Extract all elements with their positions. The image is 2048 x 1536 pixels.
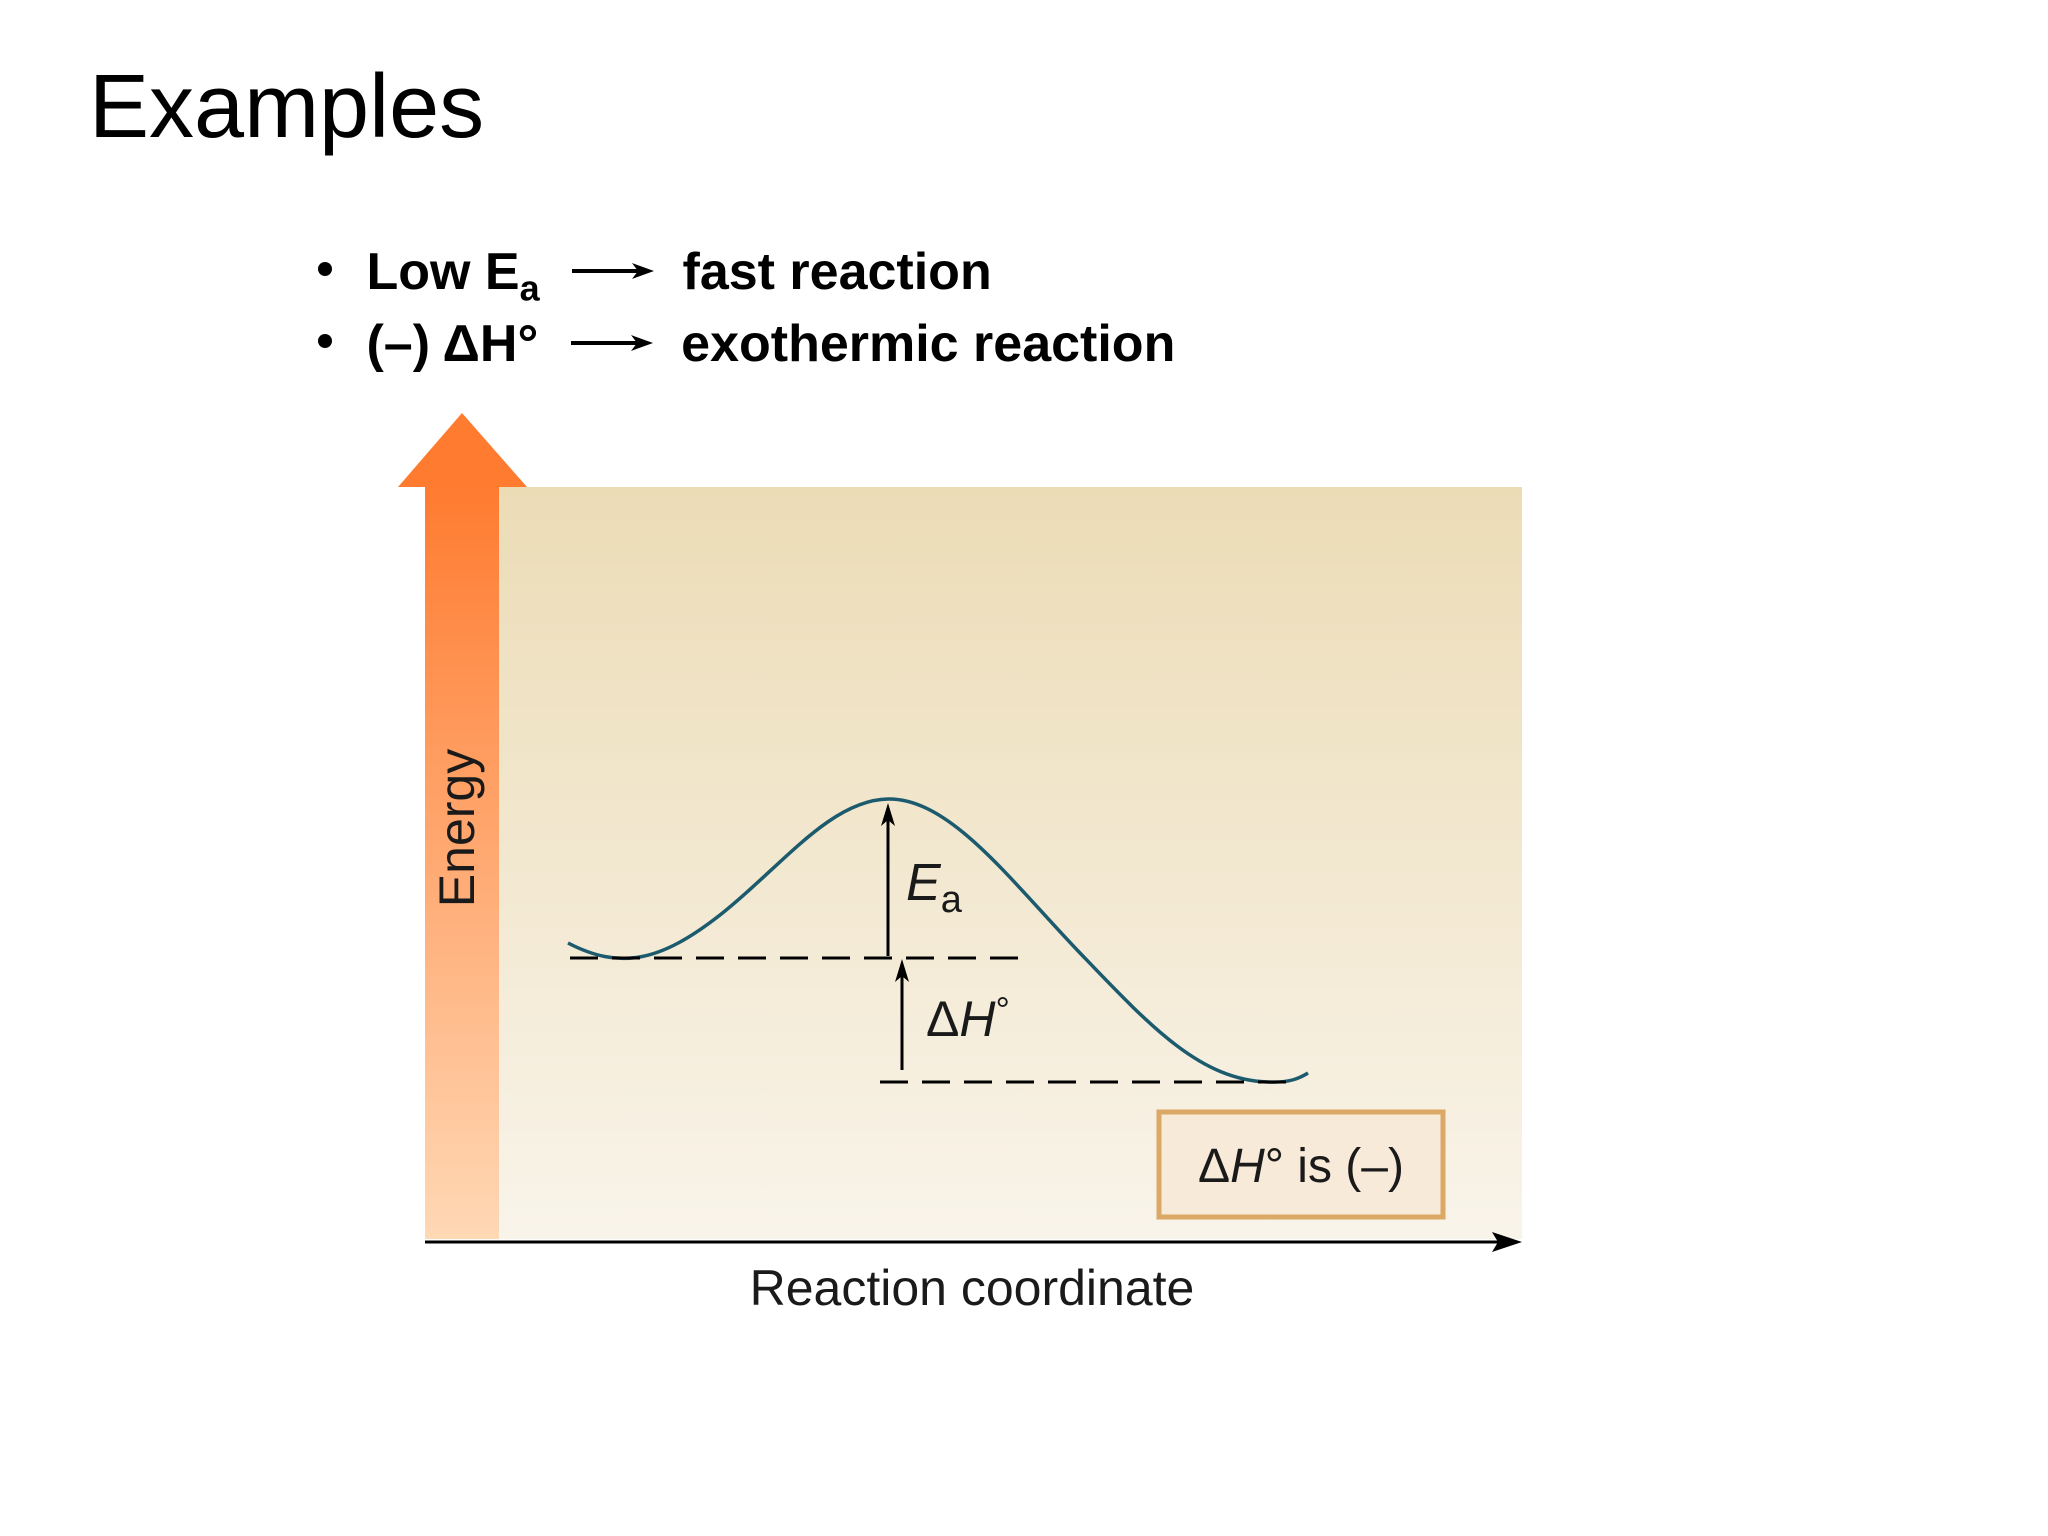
ea-arrow — [881, 803, 895, 956]
ea-label: Ea — [906, 854, 963, 921]
x-axis — [425, 1232, 1522, 1252]
delta-h-label: ΔH° — [926, 989, 1010, 1047]
delta-h-arrow — [895, 959, 909, 1070]
bullet-result: exothermic reaction — [681, 315, 1176, 373]
bullet-subscript: a — [519, 267, 540, 309]
x-axis-label: Reaction coordinate — [750, 1260, 1195, 1316]
slide-title: Examples — [89, 57, 485, 157]
bullet-negative-dh: (–) ΔH° exothermic reaction — [318, 318, 1175, 370]
delta-h-callout: ΔH° is (–) — [1156, 1109, 1446, 1220]
right-arrow-icon — [572, 263, 655, 280]
bullet-term: (–) ΔH° — [366, 315, 539, 373]
right-arrow-icon — [570, 335, 653, 352]
bullet-low-ea: Low Ea fast reaction — [318, 246, 992, 306]
reaction-energy-curve — [567, 797, 1309, 1084]
y-axis-label: Energy — [429, 749, 485, 907]
energy-axis-arrow — [398, 413, 527, 1239]
bullet-term: Low Ea — [366, 243, 540, 309]
bullet-result: fast reaction — [682, 243, 992, 301]
bullet-dot — [318, 262, 332, 277]
svg-text:ΔH° is (–): ΔH° is (–) — [1198, 1140, 1404, 1193]
bullet-dot — [318, 334, 332, 349]
